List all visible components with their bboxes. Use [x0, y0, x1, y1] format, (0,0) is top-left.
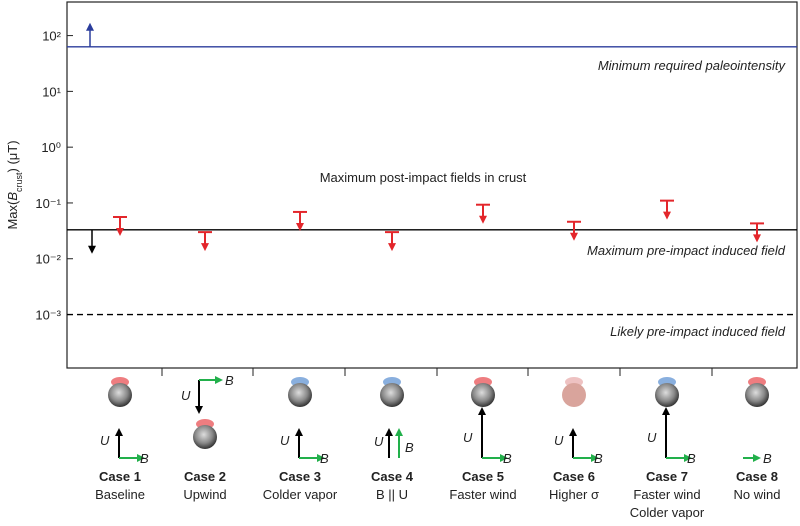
- y-axis-label: Max(Bcrust) (μT): [5, 140, 24, 229]
- case-name: Case 7: [646, 469, 688, 484]
- y-label-part: crust: [14, 172, 24, 192]
- arrow-head: [395, 428, 403, 436]
- moon: [655, 383, 679, 407]
- arrow-head: [317, 454, 325, 462]
- arrow-head: [591, 454, 599, 462]
- case-name: Case 6: [553, 469, 595, 484]
- case-description: Upwind: [183, 487, 226, 502]
- reference-label: Likely pre-impact induced field: [610, 324, 786, 339]
- arrow-label: U: [647, 430, 657, 445]
- moon: [288, 383, 312, 407]
- case-description: Colder vapor: [630, 505, 705, 520]
- moon: [108, 383, 132, 407]
- arrow-label: B: [763, 451, 772, 466]
- arrow-label: B: [140, 451, 149, 466]
- reference-label: Minimum required paleointensity: [598, 58, 787, 73]
- arrow-head: [195, 406, 203, 414]
- arrow-label: B: [225, 373, 234, 388]
- arrow-head: [478, 407, 486, 415]
- arrow-head: [385, 428, 393, 436]
- y-label-part: B: [5, 192, 20, 201]
- y-tick-label: 10²: [42, 29, 61, 44]
- case-description: Faster wind: [633, 487, 700, 502]
- moon: [380, 383, 404, 407]
- arrow-head: [115, 428, 123, 436]
- upper-limit-arrowhead: [201, 243, 209, 252]
- plot-frame: [66, 1, 798, 369]
- case-description: B || U: [376, 487, 408, 502]
- arrow-head: [137, 454, 145, 462]
- arrow-head: [295, 428, 303, 436]
- case-name: Case 1: [99, 469, 141, 484]
- upper-limit-arrowhead: [116, 227, 124, 236]
- case-name: Case 2: [184, 469, 226, 484]
- y-tick-label: 10⁻¹: [35, 196, 61, 211]
- case-name: Case 3: [279, 469, 321, 484]
- moon: [193, 425, 217, 449]
- arrow-label: U: [100, 433, 110, 448]
- arrow-label: U: [463, 430, 473, 445]
- arrow-label: U: [280, 433, 290, 448]
- arrow-head: [662, 407, 670, 415]
- case-name: Case 5: [462, 469, 504, 484]
- upper-limit-arrowhead: [570, 232, 578, 241]
- arrow-head: [215, 376, 223, 384]
- y-tick-label: 10⁻³: [35, 308, 61, 323]
- arrow-label: U: [374, 434, 384, 449]
- moon: [745, 383, 769, 407]
- arrow-label: B: [405, 440, 414, 455]
- case-description: Higher σ: [549, 487, 599, 502]
- reference-label: Maximum pre-impact induced field: [587, 243, 786, 258]
- arrow-head: [500, 454, 508, 462]
- moon: [562, 383, 586, 407]
- arrow-label: B: [594, 451, 603, 466]
- y-label-part: Max(: [5, 200, 20, 230]
- y-tick-label: 10⁰: [41, 140, 61, 155]
- upper-limit-arrowhead: [753, 234, 761, 243]
- case-description: No wind: [734, 487, 781, 502]
- y-tick-label: 10¹: [42, 84, 61, 99]
- arrow-label: B: [320, 451, 329, 466]
- arrow-label: B: [687, 451, 696, 466]
- series-label: Maximum post-impact fields in crust: [320, 170, 527, 185]
- moon: [471, 383, 495, 407]
- arrow-head: [753, 454, 761, 462]
- upper-limit-arrowhead: [479, 215, 487, 224]
- upper-limit-arrowhead: [663, 211, 671, 220]
- case-description: Faster wind: [449, 487, 516, 502]
- upper-limit-arrowhead: [296, 222, 304, 231]
- arrow-label: B: [503, 451, 512, 466]
- y-label-part: ) (μT): [5, 140, 20, 172]
- arrow-head: [569, 428, 577, 436]
- arrow-label: U: [181, 388, 191, 403]
- arrow-head: [684, 454, 692, 462]
- case-description: Colder vapor: [263, 487, 338, 502]
- arrow-label: U: [554, 433, 564, 448]
- case-description: Baseline: [95, 487, 145, 502]
- reference-arrowhead: [86, 22, 94, 31]
- y-tick-label: 10⁻²: [35, 252, 61, 267]
- upper-limit-arrowhead: [388, 243, 396, 252]
- case-name: Case 4: [371, 469, 414, 484]
- case-name: Case 8: [736, 469, 778, 484]
- reference-arrowhead: [88, 245, 96, 254]
